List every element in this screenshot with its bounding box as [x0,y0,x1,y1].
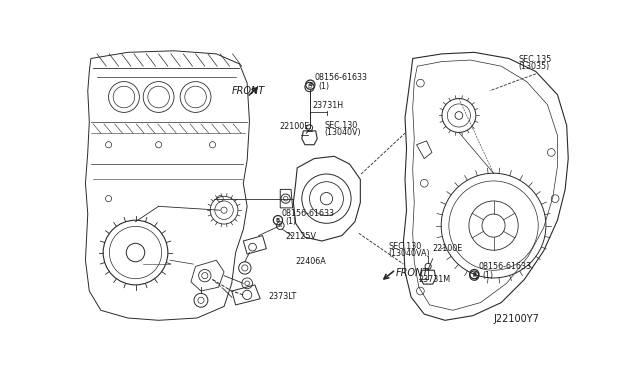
Text: B: B [307,84,312,90]
Text: (1): (1) [482,271,493,280]
Text: (13040VA): (13040VA) [388,249,429,259]
Text: B: B [472,273,476,278]
Text: B: B [276,218,280,223]
Text: 08156-61633: 08156-61633 [478,263,531,272]
Text: 22406A: 22406A [295,257,326,266]
Text: (13040V): (13040V) [324,128,361,137]
Text: 08156-61633: 08156-61633 [314,73,367,82]
Text: 22100E: 22100E [280,122,310,131]
Text: FRONT: FRONT [396,267,429,278]
Text: (1): (1) [318,81,329,90]
Text: (1): (1) [285,217,297,226]
Text: B: B [278,223,282,228]
Text: FRONT: FRONT [232,86,265,96]
Text: SEC.130: SEC.130 [388,242,421,251]
Text: 22100E: 22100E [433,244,463,253]
Text: 08156-61633: 08156-61633 [282,209,335,218]
Text: 23731H: 23731H [312,101,344,110]
Text: B: B [308,82,312,87]
Text: 23731M: 23731M [419,275,451,284]
Text: SEC.130: SEC.130 [324,121,357,130]
Text: 22125V: 22125V [285,232,317,241]
Text: J22100Y7: J22100Y7 [493,314,540,324]
Text: B: B [472,272,476,277]
Text: 2373LT: 2373LT [269,292,297,301]
Text: (13035): (13035) [518,62,550,71]
Text: SEC.135: SEC.135 [518,55,552,64]
